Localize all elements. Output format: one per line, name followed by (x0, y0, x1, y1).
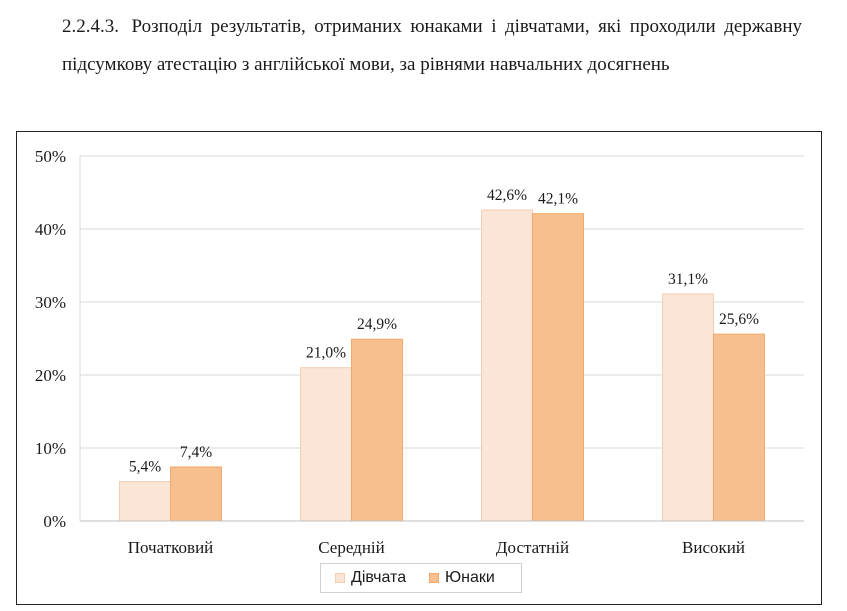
data-label-girls: 5,4% (129, 459, 161, 476)
data-label-boys: 24,9% (357, 316, 397, 333)
data-label-girls: 21,0% (306, 345, 346, 362)
y-tick-label: 50% (35, 147, 66, 166)
caption-number: 2.2.4.3. (62, 16, 119, 37)
bar-girls (662, 293, 714, 522)
x-category-label: Достатній (496, 538, 569, 557)
legend: Дівчата Юнаки (320, 563, 522, 593)
bar-boys (170, 466, 222, 522)
caption-text: Розподіл результатів, отриманих юнаками … (62, 16, 803, 75)
legend-label-boys: Юнаки (445, 569, 495, 586)
legend-swatch-girls (335, 573, 345, 583)
bar-girls (119, 481, 171, 522)
legend-label-girls: Дівчата (351, 569, 407, 586)
y-tick-label: 0% (43, 512, 66, 531)
y-tick-label: 10% (35, 439, 66, 458)
y-tick-label: 30% (35, 293, 66, 312)
y-tick-label: 20% (35, 366, 66, 385)
data-label-boys: 7,4% (180, 444, 212, 461)
bar-boys (713, 333, 765, 522)
x-category-label: Початковий (128, 538, 214, 557)
x-category-label: Середній (318, 538, 384, 557)
y-tick-label: 40% (35, 220, 66, 239)
data-label-girls: 31,1% (668, 271, 708, 288)
figure-caption: 2.2.4.3. Розподіл результатів, отриманих… (62, 8, 802, 84)
chart-frame (16, 131, 822, 605)
data-label-girls: 42,6% (487, 187, 527, 204)
legend-item-girls: Дівчата (335, 569, 406, 587)
bar-girls (300, 367, 352, 522)
legend-item-boys: Юнаки (429, 569, 495, 587)
bar-boys (532, 213, 584, 522)
x-category-label: Високий (682, 538, 745, 557)
legend-swatch-boys (429, 573, 439, 583)
data-label-boys: 25,6% (719, 311, 759, 328)
bar-girls (481, 209, 533, 522)
data-label-boys: 42,1% (538, 191, 578, 208)
bar-boys (351, 338, 403, 522)
